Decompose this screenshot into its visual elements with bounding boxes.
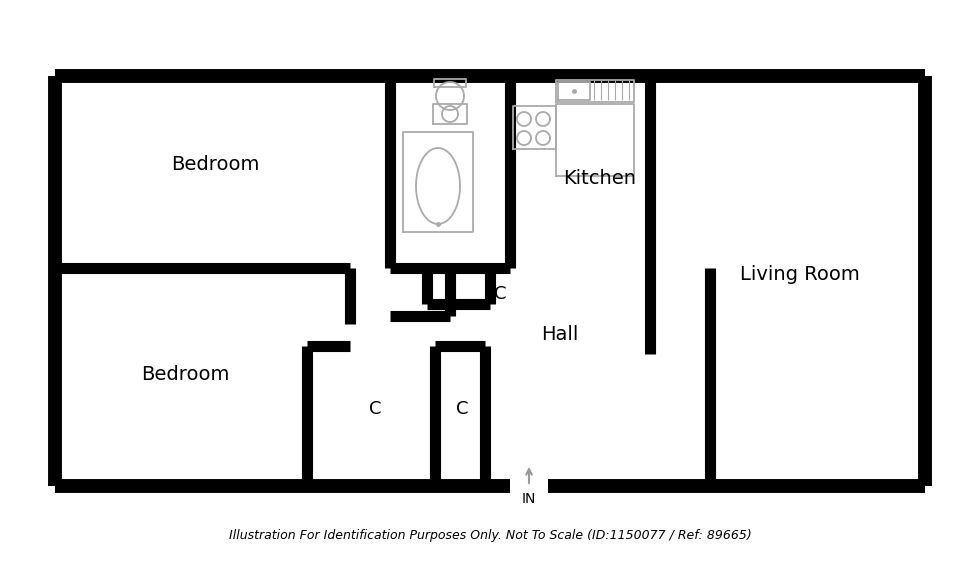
- Text: C: C: [494, 285, 507, 303]
- Text: Illustration For Identification Purposes Only. Not To Scale (ID:1150077 / Ref: 8: Illustration For Identification Purposes…: [228, 530, 752, 543]
- Text: Bedroom: Bedroom: [171, 155, 259, 174]
- Text: Bedroom: Bedroom: [141, 364, 229, 384]
- Text: C: C: [368, 400, 381, 418]
- Text: C: C: [456, 400, 468, 418]
- Text: Living Room: Living Room: [740, 265, 859, 284]
- Text: Kitchen: Kitchen: [564, 170, 636, 188]
- Text: Hall: Hall: [541, 324, 578, 343]
- Text: IN: IN: [521, 492, 536, 506]
